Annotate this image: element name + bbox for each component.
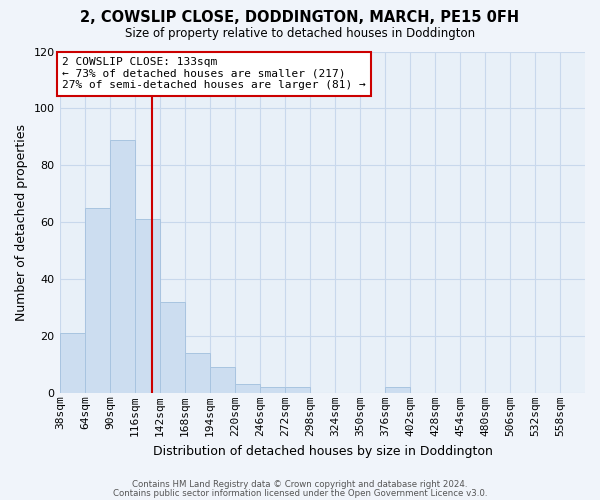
Bar (110, 140, 135, 393)
Text: Size of property relative to detached houses in Doddington: Size of property relative to detached ho… (125, 28, 475, 40)
Bar (285, 387, 310, 393)
Bar (60, 333, 85, 393)
Bar (235, 384, 260, 393)
Text: Contains HM Land Registry data © Crown copyright and database right 2024.: Contains HM Land Registry data © Crown c… (132, 480, 468, 489)
Y-axis label: Number of detached properties: Number of detached properties (15, 124, 28, 320)
X-axis label: Distribution of detached houses by size in Doddington: Distribution of detached houses by size … (152, 444, 493, 458)
Bar (210, 368, 235, 393)
Bar (385, 387, 410, 393)
Bar (160, 302, 185, 393)
Text: 2 COWSLIP CLOSE: 133sqm
← 73% of detached houses are smaller (217)
27% of semi-d: 2 COWSLIP CLOSE: 133sqm ← 73% of detache… (62, 57, 366, 90)
Text: 2, COWSLIP CLOSE, DODDINGTON, MARCH, PE15 0FH: 2, COWSLIP CLOSE, DODDINGTON, MARCH, PE1… (80, 10, 520, 25)
Bar (85, 208, 110, 393)
Bar (260, 387, 285, 393)
Text: Contains public sector information licensed under the Open Government Licence v3: Contains public sector information licen… (113, 488, 487, 498)
Bar (135, 220, 160, 393)
Bar (185, 353, 210, 393)
